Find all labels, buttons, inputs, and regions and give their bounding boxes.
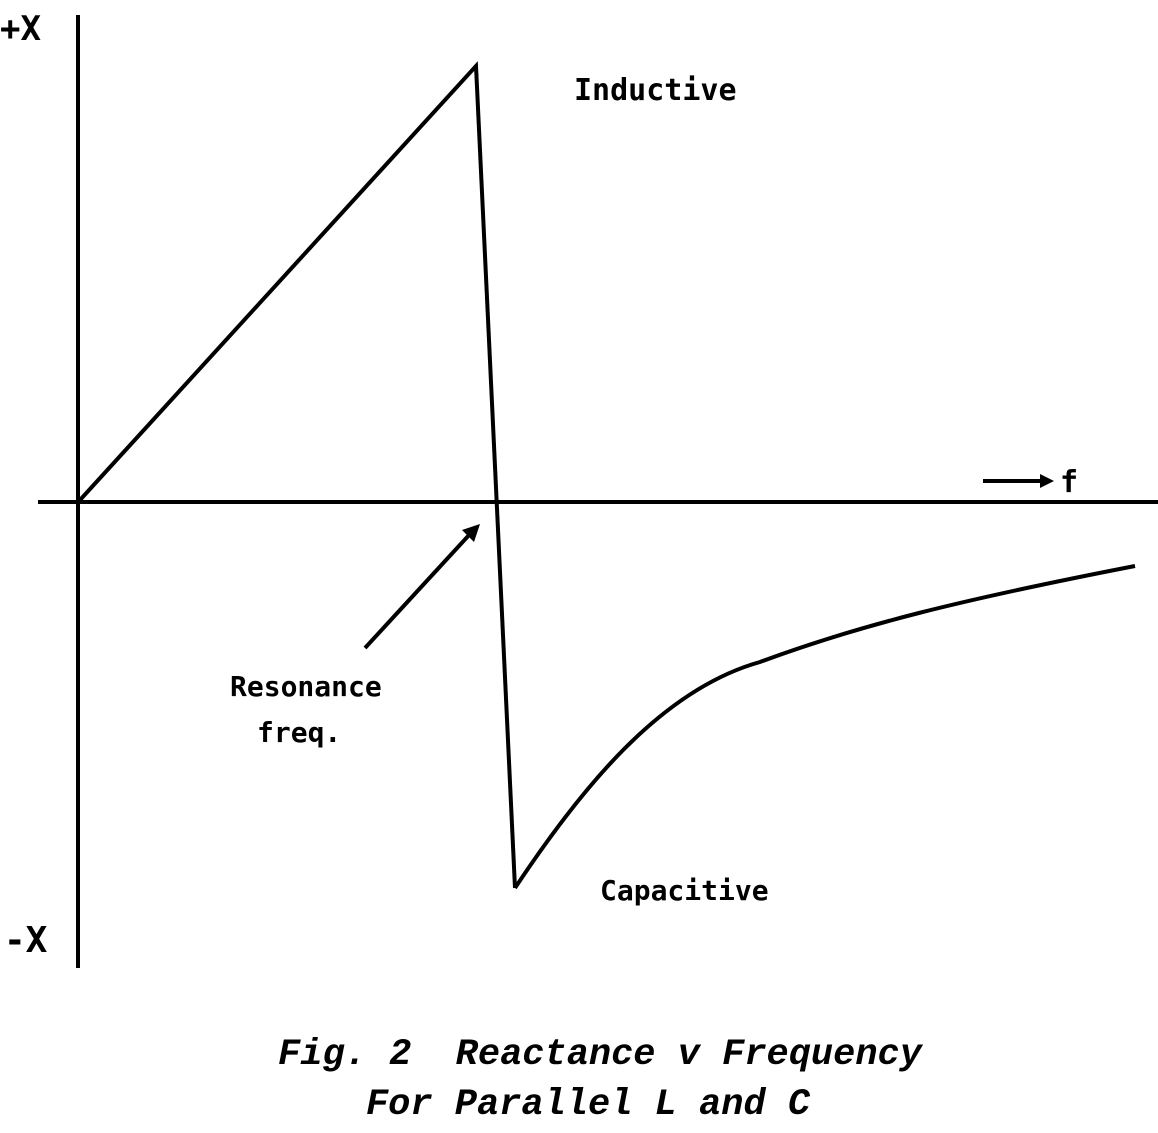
resonance-arrow: [363, 524, 480, 650]
x-axis-label: f: [1060, 465, 1078, 500]
resonance-label: Resonance: [230, 670, 382, 703]
inductive-label: Inductive: [574, 73, 737, 108]
inductive-reactance-curve: [78, 61, 517, 889]
y-positive-label: +X: [0, 9, 41, 49]
capacitive-label: Capacitive: [600, 874, 769, 907]
resonance-freq-label: freq.: [257, 716, 341, 749]
y-negative-label: -X: [4, 920, 48, 961]
caption-line-1: Fig. 2 Reactance v Frequency: [278, 1034, 924, 1076]
x-axis-arrow: [983, 474, 1054, 488]
capacitive-reactance-curve: [513, 564, 1136, 890]
caption-line-2: For Parallel L and C: [366, 1084, 811, 1126]
